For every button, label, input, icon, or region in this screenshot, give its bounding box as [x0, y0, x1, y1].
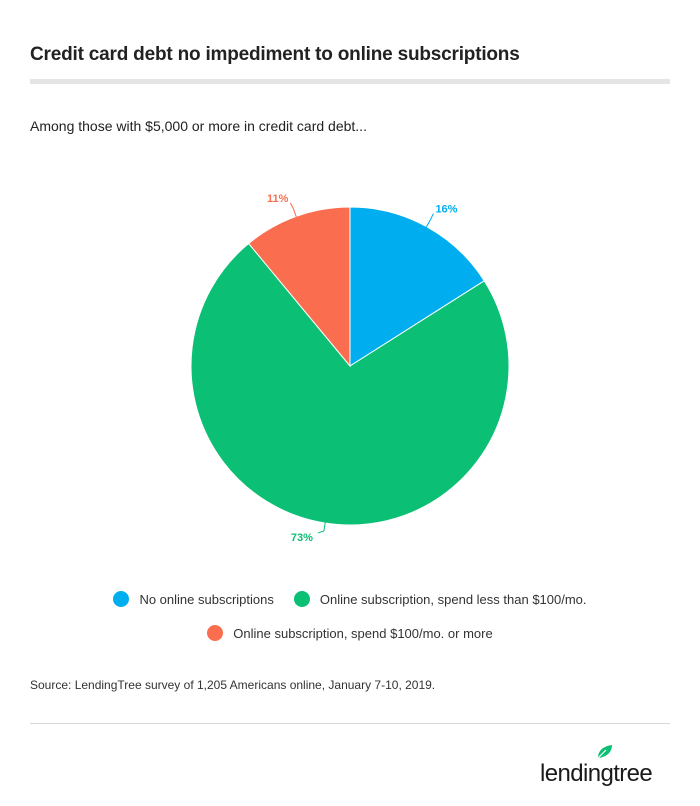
label-leader-line: [425, 213, 434, 229]
legend-label: Online subscription, spend less than $10…: [319, 591, 587, 607]
leaf-icon: [597, 745, 612, 759]
legend-label: Online subscription, spend $100/mo. or m…: [233, 625, 493, 641]
legend-swatch-green: [293, 591, 310, 607]
lendingtree-logo: lendingtree: [540, 745, 653, 786]
slice-value-label: 16%: [435, 204, 457, 216]
legend-swatch-orange: [207, 625, 224, 641]
legend-swatch-blue: [113, 591, 130, 607]
label-leader-line: [289, 202, 298, 219]
legend-label: No online subscriptions: [139, 591, 274, 607]
legend-row-2: Online subscription, spend $100/mo. or m…: [0, 625, 700, 641]
slice-value-label: 11%: [267, 193, 289, 205]
legend-item-100-or-more: Online subscription, spend $100/mo. or m…: [207, 625, 493, 641]
legend-item-no-subscriptions: No online subscriptions: [113, 591, 274, 607]
logo-wordmark: lendingtree: [540, 760, 652, 786]
source-note: Source: LendingTree survey of 1,205 Amer…: [30, 678, 436, 692]
chart-subtitle: Among those with $5,000 or more in credi…: [30, 118, 367, 134]
label-leader-line: [317, 520, 326, 534]
footer-divider: [30, 723, 670, 724]
pie-chart: 16% 73% 11%: [190, 193, 510, 544]
slice-value-label: 73%: [291, 532, 313, 544]
legend-row-1: No online subscriptions Online subscript…: [0, 591, 700, 607]
legend-item-less-than-100: Online subscription, spend less than $10…: [293, 591, 587, 607]
chart-title: Credit card debt no impediment to online…: [30, 44, 520, 65]
title-divider: [30, 79, 670, 84]
